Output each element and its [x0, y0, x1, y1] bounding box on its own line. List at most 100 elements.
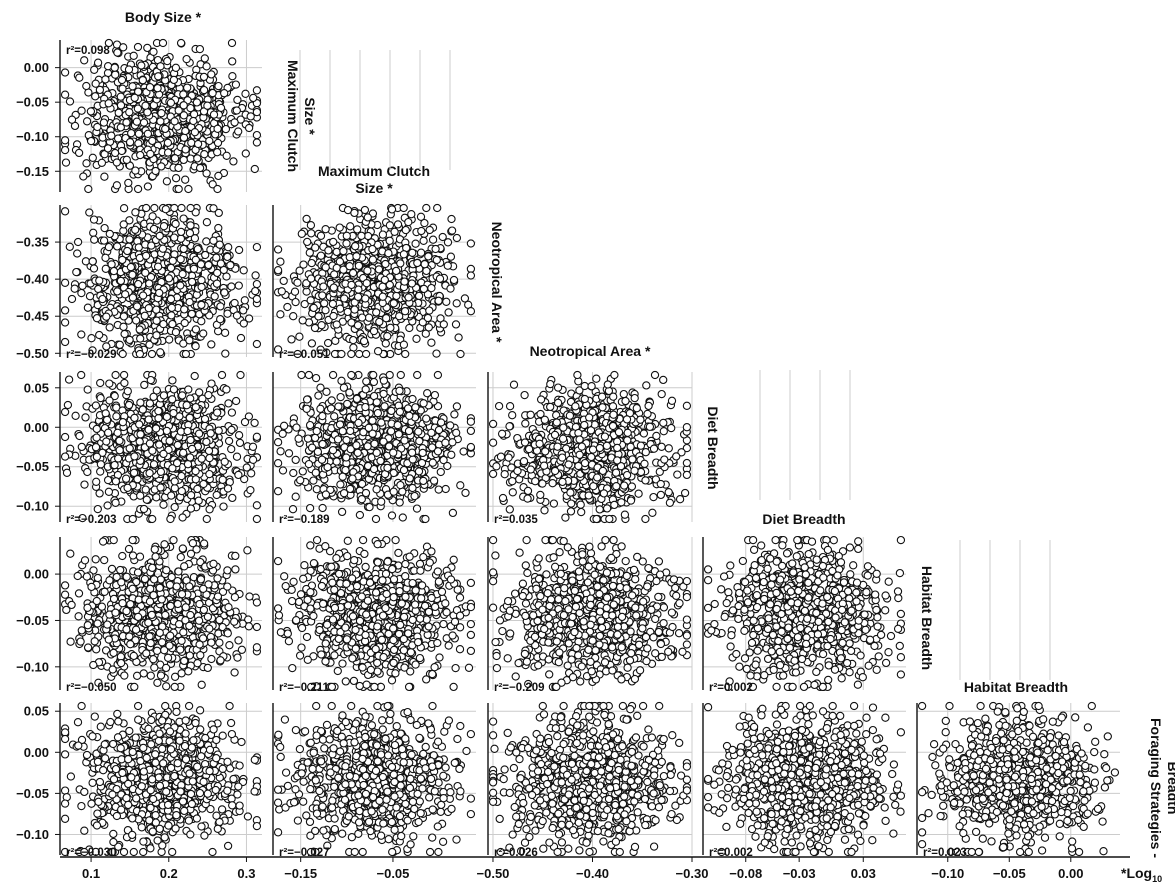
- data-point: [659, 375, 668, 385]
- data-point: [421, 514, 430, 524]
- data-point: [73, 237, 83, 247]
- data-point: [202, 62, 211, 71]
- data-point: [441, 438, 450, 447]
- data-point: [353, 292, 363, 301]
- data-point: [166, 514, 175, 524]
- data-point: [279, 276, 288, 286]
- data-point: [333, 435, 343, 444]
- data-point: [656, 490, 666, 500]
- data-point: [199, 72, 209, 82]
- data-point: [96, 460, 106, 469]
- data-point: [414, 427, 423, 436]
- data-point: [411, 239, 420, 248]
- data-point: [339, 246, 348, 256]
- data-point: [166, 294, 176, 304]
- data-point: [201, 250, 210, 260]
- data-point: [446, 284, 455, 293]
- data-point: [408, 394, 417, 404]
- data-point: [151, 166, 160, 176]
- data-point: [291, 455, 300, 465]
- data-point: [347, 370, 356, 380]
- data-point: [425, 306, 434, 315]
- data-point: [118, 84, 127, 93]
- data-point: [147, 241, 156, 250]
- data-point: [404, 217, 413, 227]
- data-point: [179, 244, 188, 254]
- data-point: [395, 386, 404, 395]
- data-point: [252, 242, 262, 252]
- data-point: [212, 490, 221, 500]
- data-point: [103, 501, 112, 510]
- data-point: [425, 225, 434, 235]
- data-point: [307, 339, 317, 348]
- data-point: [296, 476, 305, 485]
- data-point: [213, 148, 222, 157]
- data-point: [119, 312, 129, 321]
- data-point: [389, 299, 398, 308]
- data-point: [323, 463, 332, 472]
- data-point: [214, 426, 223, 435]
- data-point: [116, 92, 125, 101]
- data-point: [382, 314, 391, 323]
- data-point: [316, 231, 326, 240]
- data-point: [423, 313, 433, 323]
- data-point: [171, 328, 181, 337]
- data-point: [311, 373, 321, 383]
- data-point: [111, 477, 121, 486]
- data-point: [92, 314, 102, 323]
- data-point: [363, 231, 373, 241]
- data-point: [466, 426, 476, 436]
- data-point: [446, 421, 455, 430]
- data-point: [454, 333, 463, 342]
- data-point: [120, 378, 129, 388]
- data-point: [536, 490, 545, 500]
- data-point: [206, 429, 215, 438]
- data-point: [148, 212, 157, 221]
- data-point: [179, 90, 188, 99]
- data-point: [167, 303, 176, 312]
- data-point: [435, 274, 445, 283]
- data-point: [434, 485, 443, 494]
- data-point: [396, 370, 405, 380]
- data-point: [370, 439, 379, 448]
- data-point: [433, 203, 442, 213]
- data-point: [99, 236, 109, 245]
- data-point: [95, 489, 104, 498]
- data-point: [71, 411, 80, 420]
- data-point: [62, 468, 72, 477]
- data-point: [322, 387, 331, 396]
- data-point: [336, 480, 345, 489]
- data-point: [176, 255, 185, 264]
- data-point: [90, 65, 99, 74]
- data-point: [170, 233, 179, 242]
- data-point: [227, 444, 236, 454]
- data-point: [384, 249, 393, 258]
- data-point: [136, 398, 145, 407]
- data-point: [210, 292, 219, 301]
- data-point: [139, 504, 149, 514]
- data-point: [436, 418, 446, 427]
- data-point: [94, 284, 103, 294]
- data-point: [112, 412, 121, 421]
- data-point: [318, 503, 327, 513]
- data-point: [252, 86, 262, 95]
- data-point: [327, 396, 336, 405]
- data-point: [144, 425, 153, 434]
- data-point: [352, 394, 362, 403]
- data-point: [335, 304, 345, 313]
- data-point: [141, 268, 150, 277]
- data-point: [140, 380, 149, 390]
- data-point: [181, 175, 190, 184]
- data-point: [332, 320, 341, 329]
- data-point: [328, 370, 338, 380]
- data-point: [161, 205, 170, 214]
- data-point: [159, 391, 169, 400]
- data-point: [330, 412, 339, 421]
- data-point: [168, 256, 177, 265]
- data-point: [412, 504, 422, 513]
- data-point: [231, 396, 241, 406]
- data-point: [410, 491, 419, 501]
- data-point: [352, 252, 361, 261]
- data-point: [456, 481, 465, 490]
- data-point: [419, 399, 428, 408]
